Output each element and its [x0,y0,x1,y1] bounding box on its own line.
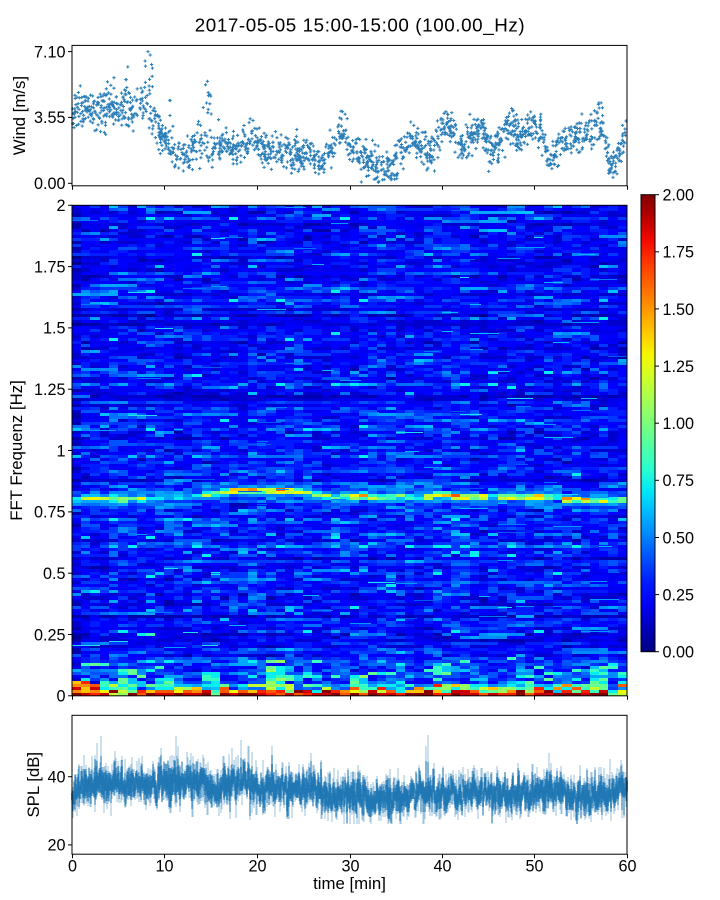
svg-text:1.75: 1.75 [34,258,66,276]
svg-text:2017-05-05 15:00-15:00 (100.00: 2017-05-05 15:00-15:00 (100.00_Hz) [195,15,526,37]
svg-text:1.50: 1.50 [663,301,695,319]
svg-text:1.75: 1.75 [663,244,695,262]
svg-text:1.00: 1.00 [663,415,695,433]
svg-text:Wind [m/s]: Wind [m/s] [10,76,29,155]
svg-text:1: 1 [56,442,65,460]
svg-text:10: 10 [155,858,173,876]
svg-text:0.75: 0.75 [663,472,695,490]
svg-text:0.25: 0.25 [663,586,695,604]
svg-text:20: 20 [47,837,65,855]
svg-text:2.00: 2.00 [663,187,695,205]
svg-text:SPL [dB]: SPL [dB] [24,752,43,818]
svg-text:60: 60 [618,858,636,876]
svg-text:0.25: 0.25 [34,626,66,644]
svg-text:0: 0 [68,858,77,876]
svg-text:40: 40 [47,769,65,787]
svg-text:2: 2 [56,197,65,215]
svg-text:0.00: 0.00 [34,175,66,193]
svg-text:FFT Frequenz [Hz]: FFT Frequenz [Hz] [7,380,26,521]
svg-text:3.55: 3.55 [34,109,66,127]
svg-text:50: 50 [525,858,543,876]
svg-text:0.50: 0.50 [663,529,695,547]
svg-text:30: 30 [341,858,359,876]
svg-text:0.00: 0.00 [663,644,695,662]
svg-text:time [min]: time [min] [313,874,386,893]
svg-text:1.5: 1.5 [43,320,66,338]
svg-text:0.5: 0.5 [43,565,66,583]
svg-text:20: 20 [248,858,266,876]
svg-text:0: 0 [56,688,65,706]
svg-text:7.10: 7.10 [34,43,66,61]
svg-text:1.25: 1.25 [663,358,695,376]
svg-text:0.75: 0.75 [34,504,66,522]
svg-text:40: 40 [433,858,451,876]
svg-text:1.25: 1.25 [34,381,66,399]
